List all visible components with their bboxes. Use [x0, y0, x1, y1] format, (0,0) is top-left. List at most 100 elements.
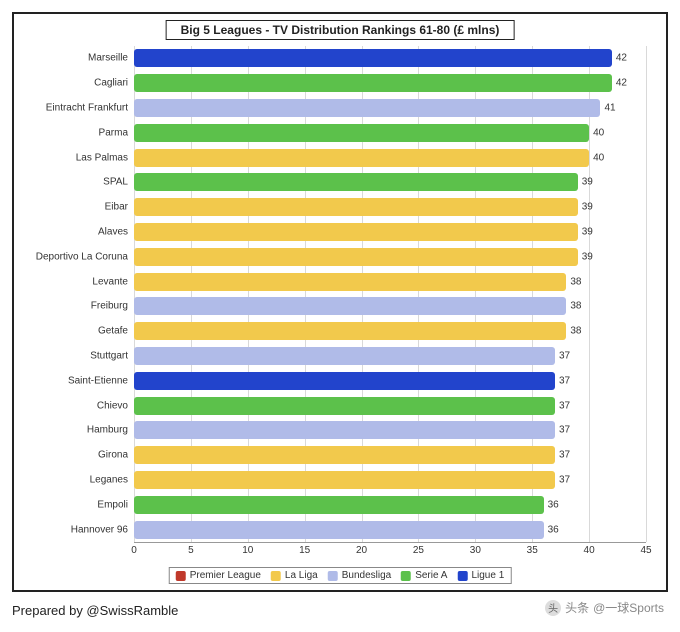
bar [134, 124, 589, 142]
legend-label: Bundesliga [342, 570, 391, 581]
bar-row: Saint-Etienne37 [134, 372, 555, 390]
y-axis-label: Levante [92, 276, 128, 287]
legend-item: La Liga [271, 570, 318, 581]
bar-row: Las Palmas40 [134, 149, 589, 167]
bar-row: Parma40 [134, 124, 589, 142]
legend: Premier League La Liga Bundesliga Serie A Li… [169, 567, 512, 584]
x-tick-label: 15 [299, 545, 310, 556]
value-label: 37 [559, 474, 570, 485]
bar [134, 198, 578, 216]
legend-swatch [457, 571, 467, 581]
y-axis-label: Cagliari [94, 78, 128, 89]
bar-row: Empoli36 [134, 496, 544, 514]
bar-row: Chievo37 [134, 397, 555, 415]
value-label: 38 [570, 276, 581, 287]
y-axis-label: Marseille [88, 53, 128, 64]
credit-text: Prepared by @SwissRamble [12, 603, 178, 618]
bar-row: Freiburg38 [134, 297, 566, 315]
bar-row: Deportivo La Coruna39 [134, 248, 578, 266]
y-axis-label: Saint-Etienne [68, 375, 128, 386]
bar [134, 496, 544, 514]
bar [134, 372, 555, 390]
x-tick-label: 40 [584, 545, 595, 556]
bar [134, 297, 566, 315]
bar [134, 446, 555, 464]
bars: Marseille42Cagliari42Eintracht Frankfurt… [134, 46, 646, 542]
value-label: 39 [582, 202, 593, 213]
watermark-icon: 头 [545, 600, 561, 616]
y-axis-label: Eintracht Frankfurt [46, 102, 128, 113]
bar [134, 273, 566, 291]
x-tick-label: 45 [640, 545, 651, 556]
y-axis-label: Leganes [90, 474, 128, 485]
legend-item: Serie A [401, 570, 447, 581]
legend-swatch [271, 571, 281, 581]
value-label: 39 [582, 251, 593, 262]
bar-row: SPAL39 [134, 173, 578, 191]
y-axis-label: Stuttgart [90, 350, 128, 361]
value-label: 36 [548, 524, 559, 535]
bar-row: Cagliari42 [134, 74, 612, 92]
x-tick-label: 30 [470, 545, 481, 556]
y-axis-label: Chievo [97, 400, 128, 411]
x-tick-label: 25 [413, 545, 424, 556]
y-axis-label: Deportivo La Coruna [36, 251, 128, 262]
chart-frame: Big 5 Leagues - TV Distribution Rankings… [12, 12, 668, 592]
legend-swatch [401, 571, 411, 581]
value-label: 42 [616, 53, 627, 64]
value-label: 36 [548, 499, 559, 510]
chart-container: Big 5 Leagues - TV Distribution Rankings… [0, 0, 680, 632]
bar-row: Leganes37 [134, 471, 555, 489]
bar [134, 49, 612, 67]
value-label: 42 [616, 78, 627, 89]
legend-swatch [176, 571, 186, 581]
x-tick-label: 20 [356, 545, 367, 556]
bar [134, 521, 544, 539]
gridline [646, 46, 647, 542]
value-label: 41 [604, 102, 615, 113]
bar-row: Hamburg37 [134, 421, 555, 439]
bar [134, 471, 555, 489]
bar [134, 149, 589, 167]
y-axis-label: Hannover 96 [71, 524, 128, 535]
legend-label: Ligue 1 [471, 570, 504, 581]
bar [134, 322, 566, 340]
bar [134, 173, 578, 191]
value-label: 37 [559, 450, 570, 461]
y-axis-label: Las Palmas [76, 152, 128, 163]
bar [134, 347, 555, 365]
y-axis-label: Alaves [98, 226, 128, 237]
bar [134, 248, 578, 266]
bar [134, 99, 600, 117]
bar-row: Stuttgart37 [134, 347, 555, 365]
legend-label: Serie A [415, 570, 447, 581]
x-tick-label: 35 [527, 545, 538, 556]
value-label: 37 [559, 425, 570, 436]
plot-area: Marseille42Cagliari42Eintracht Frankfurt… [134, 46, 646, 542]
chart-title: Big 5 Leagues - TV Distribution Rankings… [166, 20, 515, 40]
x-tick-label: 0 [131, 545, 137, 556]
value-label: 37 [559, 350, 570, 361]
value-label: 40 [593, 152, 604, 163]
y-axis-label: Girona [98, 450, 128, 461]
legend-label: Premier League [190, 570, 261, 581]
x-tick-label: 10 [242, 545, 253, 556]
watermark-handle: @一球Sports [593, 599, 664, 616]
bar [134, 74, 612, 92]
y-axis-label: SPAL [103, 177, 128, 188]
bar-row: Girona37 [134, 446, 555, 464]
bar [134, 397, 555, 415]
value-label: 39 [582, 226, 593, 237]
y-axis-label: Getafe [98, 326, 128, 337]
x-tick-label: 5 [188, 545, 194, 556]
bar-row: Levante38 [134, 273, 566, 291]
bar-row: Eibar39 [134, 198, 578, 216]
legend-label: La Liga [285, 570, 318, 581]
bar-row: Getafe38 [134, 322, 566, 340]
value-label: 37 [559, 400, 570, 411]
bar-row: Eintracht Frankfurt41 [134, 99, 600, 117]
value-label: 37 [559, 375, 570, 386]
legend-item: Premier League [176, 570, 261, 581]
value-label: 40 [593, 127, 604, 138]
x-axis: 051015202530354045 [134, 542, 646, 556]
